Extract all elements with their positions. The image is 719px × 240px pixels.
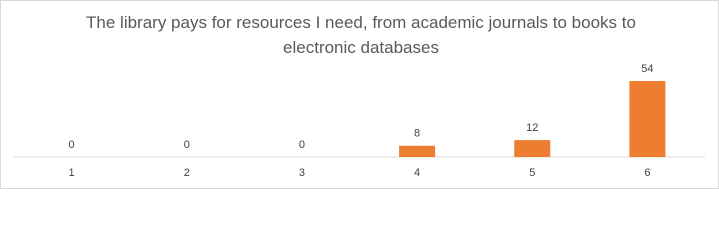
data-label: 0	[69, 139, 75, 151]
chart: The library pays for resources I need, f…	[0, 0, 719, 189]
chart-title: The library pays for resources I need, f…	[86, 13, 636, 57]
x-tick-label: 6	[644, 167, 650, 179]
bar	[399, 145, 436, 157]
data-label: 0	[299, 139, 305, 151]
x-tick-label: 1	[69, 167, 75, 179]
x-tick-label: 3	[299, 167, 305, 179]
x-tick-label: 2	[184, 167, 190, 179]
bar	[629, 81, 666, 157]
data-label: 12	[526, 122, 538, 134]
plot: 1 0 2 0 3 0 4 8 5 12 6 54	[14, 63, 705, 179]
data-label: 0	[184, 139, 190, 151]
data-label: 54	[641, 63, 653, 75]
bar	[514, 140, 551, 157]
x-tick-label: 5	[529, 167, 535, 179]
data-label: 8	[414, 128, 420, 140]
x-tick-label: 4	[414, 167, 420, 179]
